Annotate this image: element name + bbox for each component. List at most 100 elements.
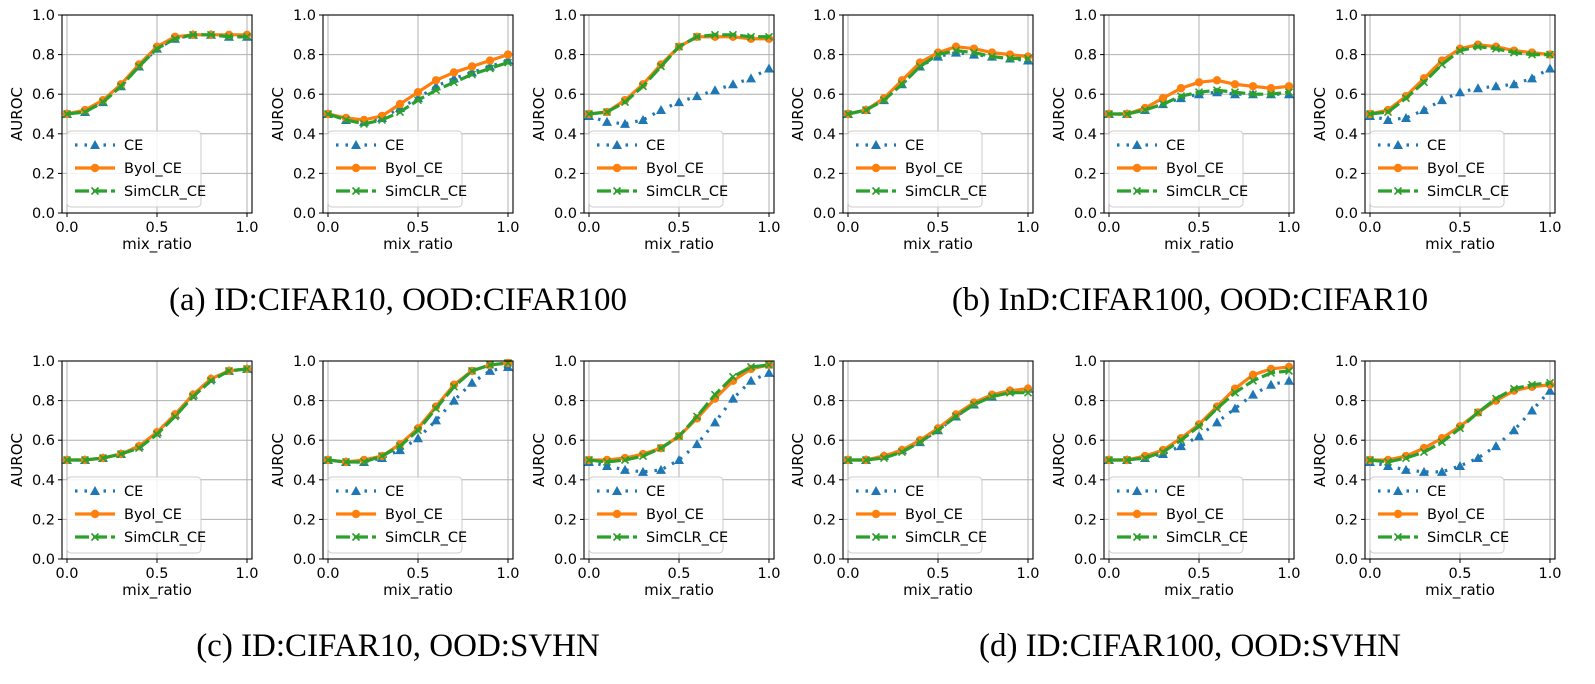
legend-box: [327, 130, 463, 208]
legend-marker: [90, 509, 100, 519]
legend-label: Byol_CE: [905, 507, 963, 523]
y-tick-label: 0.8: [1074, 394, 1097, 410]
caption-a: (a) ID:CIFAR10, OOD:CIFAR100: [168, 282, 628, 318]
data-point: [951, 46, 961, 55]
plot-frame: [842, 14, 1034, 214]
data-point: [638, 466, 648, 476]
y-tick-label: 0.4: [32, 127, 55, 143]
data-point: [80, 455, 90, 465]
data-point: [485, 360, 495, 370]
y-tick-label: 0.0: [813, 552, 836, 568]
data-point: [638, 114, 648, 124]
y-tick-label: 0.4: [1074, 127, 1097, 143]
data-point: [969, 400, 979, 409]
plot-frame: [322, 360, 514, 560]
data-point: [1230, 388, 1240, 397]
data-point: [620, 455, 630, 465]
y-tick-label: 0.2: [813, 512, 836, 528]
legend-box: [66, 476, 202, 554]
legend-marker: [351, 509, 361, 519]
plot-frame: [842, 360, 1034, 560]
data-point: [1473, 453, 1483, 463]
y-axis-label: AUROC: [1050, 87, 1068, 141]
legend: CE Byol_CE SimCLR_CE: [1369, 476, 1509, 554]
series-line: [588, 371, 770, 474]
legend-marker: [90, 486, 100, 495]
y-tick-label: 0.8: [1335, 394, 1358, 410]
y-tick-label: 0.6: [554, 433, 577, 449]
data-point: [1212, 417, 1222, 427]
data-point: [728, 393, 738, 403]
data-point: [413, 88, 423, 97]
data-point: [1023, 388, 1033, 397]
data-point: [764, 63, 774, 73]
y-axis-label: AUROC: [530, 433, 548, 487]
x-tick-label: 0.5: [926, 566, 949, 582]
x-tick-label: 0.0: [316, 220, 339, 236]
data-point: [116, 449, 126, 459]
x-axis-label: mix_ratio: [1164, 581, 1234, 600]
data-point: [503, 50, 513, 59]
legend-label: SimCLR_CE: [124, 530, 206, 546]
data-point: [1545, 385, 1555, 395]
data-point: [674, 42, 684, 51]
data-point: [1491, 441, 1501, 451]
data-point: [746, 375, 756, 385]
data-point: [413, 426, 423, 435]
legend-box: [1108, 476, 1244, 554]
x-tick-label: 0.0: [577, 566, 600, 582]
data-point: [843, 109, 853, 119]
data-point: [323, 109, 333, 119]
legend-marker: [351, 140, 361, 149]
data-point: [1401, 464, 1411, 474]
data-point: [206, 376, 216, 385]
data-point: [1158, 448, 1168, 457]
data-point: [620, 464, 630, 474]
legend: CE Byol_CE SimCLR_CE: [1108, 476, 1248, 554]
series-byol-ce: [323, 50, 513, 125]
y-axis-label: AUROC: [1311, 433, 1329, 487]
x-tick-label: 1.0: [235, 566, 258, 582]
data-point: [710, 417, 720, 427]
data-point: [1158, 93, 1168, 103]
data-point: [746, 73, 756, 83]
data-point: [449, 68, 459, 77]
data-point: [1284, 82, 1294, 91]
y-tick-label: 0.4: [1335, 127, 1358, 143]
data-point: [467, 62, 477, 71]
data-point: [656, 62, 666, 71]
data-point: [1527, 73, 1537, 83]
series-simclr-ce: [62, 30, 252, 119]
legend-label: SimCLR_CE: [1166, 184, 1248, 200]
x-tick-label: 1.0: [1538, 220, 1561, 236]
data-point: [1140, 453, 1150, 463]
data-point: [1455, 87, 1465, 97]
legend: CE Byol_CE SimCLR_CE: [847, 476, 987, 554]
data-point: [1194, 431, 1204, 441]
data-point: [1230, 80, 1240, 89]
y-tick-label: 0.2: [293, 512, 316, 528]
plot-frame: [583, 14, 775, 214]
legend-label: Byol_CE: [124, 507, 182, 523]
data-point: [1401, 94, 1411, 103]
x-tick-label: 1.0: [1016, 220, 1039, 236]
x-tick-label: 0.0: [1097, 220, 1120, 236]
caption-c: (c) ID:CIFAR10, OOD:SVHN: [196, 628, 600, 664]
data-point: [674, 97, 684, 107]
data-point: [1401, 112, 1411, 122]
legend-label: Byol_CE: [124, 161, 182, 177]
data-point: [152, 430, 162, 439]
data-point: [933, 50, 943, 59]
data-point: [674, 455, 684, 464]
data-point: [915, 438, 925, 447]
data-point: [1005, 54, 1015, 63]
series-simclr-ce: [323, 58, 513, 128]
legend-box: [847, 476, 983, 554]
data-point: [602, 107, 612, 117]
y-tick-label: 0.4: [293, 473, 316, 489]
chart-11: 0.0 0.2 0.4 0.6 0.8 1.0 0.0 0.5 1.0 mix_ratio AURO…: [1050, 354, 1301, 600]
y-axis-label: AUROC: [1311, 87, 1329, 141]
x-tick-label: 0.0: [55, 566, 78, 582]
data-point: [879, 96, 889, 105]
